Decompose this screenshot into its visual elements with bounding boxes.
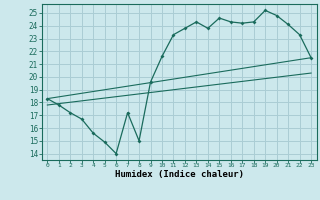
X-axis label: Humidex (Indice chaleur): Humidex (Indice chaleur) (115, 170, 244, 179)
